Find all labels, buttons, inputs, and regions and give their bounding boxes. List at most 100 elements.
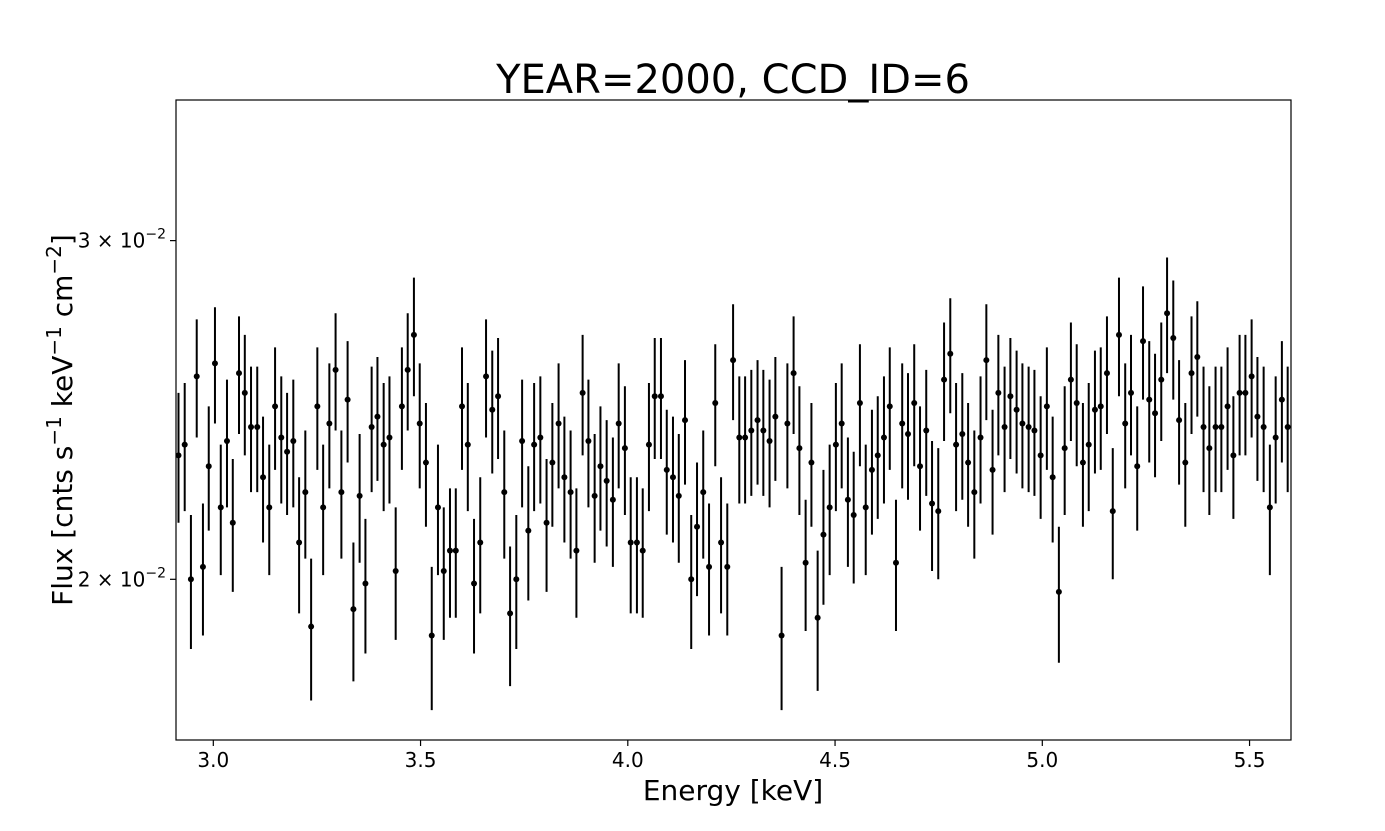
data-point	[434, 504, 441, 511]
data-point	[814, 614, 821, 621]
data-point	[657, 393, 664, 400]
data-point	[308, 623, 315, 630]
data-point	[1164, 310, 1171, 317]
data-point	[941, 376, 948, 383]
data-point	[1218, 424, 1225, 431]
data-point	[477, 539, 484, 546]
data-point	[241, 389, 248, 396]
data-point	[748, 427, 755, 434]
data-point	[585, 438, 592, 445]
data-point	[314, 403, 321, 410]
data-point	[1091, 406, 1098, 413]
data-point	[874, 452, 881, 459]
x-tick-label: 3.0	[197, 748, 229, 772]
data-point	[332, 366, 339, 373]
y-tick-label: 2 × 10−2	[78, 565, 166, 591]
data-point	[495, 393, 502, 400]
data-point	[537, 434, 544, 441]
data-point	[947, 350, 954, 357]
data-point	[995, 389, 1002, 396]
data-point	[1254, 413, 1261, 420]
data-point	[187, 576, 194, 583]
data-point	[911, 399, 918, 406]
data-point	[380, 441, 387, 448]
data-point	[1140, 338, 1147, 345]
data-point	[1248, 373, 1255, 380]
data-point	[1001, 424, 1008, 431]
data-point	[272, 403, 279, 410]
data-point	[555, 420, 562, 427]
data-point	[1013, 406, 1020, 413]
data-point	[236, 370, 243, 377]
data-point	[850, 512, 857, 519]
data-point	[892, 559, 899, 566]
data-point	[260, 474, 267, 481]
data-point	[730, 357, 737, 364]
data-point	[175, 452, 182, 459]
data-point	[1031, 427, 1038, 434]
data-point	[350, 606, 357, 613]
data-point	[603, 477, 610, 484]
data-point	[820, 531, 827, 538]
data-point	[428, 632, 435, 639]
data-point	[1206, 445, 1213, 452]
data-point	[1073, 399, 1080, 406]
data-point	[621, 445, 628, 452]
data-point	[597, 463, 604, 470]
data-point	[446, 547, 453, 554]
data-point	[296, 539, 303, 546]
data-point	[567, 489, 574, 496]
data-point	[706, 563, 713, 570]
data-point	[736, 434, 743, 441]
data-point	[483, 373, 490, 380]
data-point	[983, 357, 990, 364]
data-point	[905, 431, 912, 438]
data-point	[862, 504, 869, 511]
data-point	[525, 527, 532, 534]
data-point	[211, 360, 218, 367]
data-point	[452, 547, 459, 554]
data-point	[248, 424, 255, 431]
data-point	[1230, 452, 1237, 459]
data-point	[899, 420, 906, 427]
data-point	[549, 459, 556, 466]
data-point	[796, 445, 803, 452]
data-point	[971, 489, 978, 496]
data-point	[181, 441, 188, 448]
data-point	[977, 434, 984, 441]
data-point	[374, 413, 381, 420]
data-point	[989, 466, 996, 473]
data-point	[1079, 459, 1086, 466]
data-point	[543, 519, 550, 526]
data-point	[609, 496, 616, 503]
data-point	[1061, 445, 1068, 452]
data-point	[615, 420, 622, 427]
data-point	[724, 563, 731, 570]
data-point	[669, 474, 676, 481]
data-point	[229, 519, 236, 526]
data-point	[1176, 417, 1183, 424]
data-point	[935, 508, 942, 515]
data-point	[826, 504, 833, 511]
data-point	[651, 393, 658, 400]
data-point	[1152, 410, 1159, 417]
data-point	[326, 420, 333, 427]
data-point	[368, 424, 375, 431]
data-point	[440, 567, 447, 574]
data-point	[1109, 508, 1116, 515]
data-point	[561, 474, 568, 481]
data-point	[205, 463, 212, 470]
data-point	[404, 366, 411, 373]
data-point	[682, 417, 689, 424]
data-point	[254, 424, 261, 431]
data-point	[320, 504, 327, 511]
data-point	[193, 373, 200, 380]
data-point	[663, 466, 670, 473]
data-point	[507, 610, 514, 617]
data-point	[1278, 396, 1285, 403]
data-point	[1272, 434, 1279, 441]
plot-frame	[175, 99, 1292, 741]
data-point	[965, 459, 972, 466]
data-point	[513, 576, 520, 583]
data-point	[1115, 331, 1122, 338]
